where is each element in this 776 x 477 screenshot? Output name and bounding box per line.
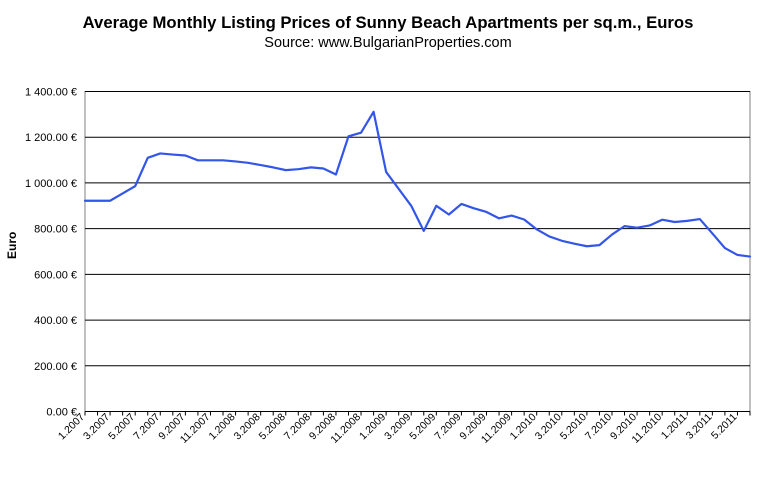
- svg-text:1 400.00 €: 1 400.00 €: [25, 87, 77, 99]
- svg-text:3.2009: 3.2009: [382, 411, 413, 442]
- svg-text:7.2010: 7.2010: [583, 411, 614, 442]
- svg-text:7.2009: 7.2009: [432, 411, 463, 442]
- svg-text:3.2007: 3.2007: [81, 411, 112, 442]
- svg-text:5.2009: 5.2009: [407, 411, 438, 442]
- svg-text:3.2008: 3.2008: [232, 411, 263, 442]
- svg-text:5.2011: 5.2011: [709, 411, 740, 442]
- svg-text:1 000.00 €: 1 000.00 €: [25, 178, 77, 190]
- svg-text:200.00 €: 200.00 €: [34, 361, 77, 373]
- svg-text:5.2007: 5.2007: [106, 411, 137, 442]
- svg-text:7.2007: 7.2007: [131, 411, 162, 442]
- svg-text:3.2011: 3.2011: [684, 411, 715, 442]
- svg-text:1.2008: 1.2008: [206, 411, 237, 442]
- svg-text:800.00 €: 800.00 €: [34, 224, 77, 236]
- svg-text:3.2010: 3.2010: [533, 411, 564, 442]
- svg-text:5.2008: 5.2008: [257, 411, 288, 442]
- svg-text:1.2010: 1.2010: [508, 411, 539, 442]
- svg-text:400.00 €: 400.00 €: [34, 315, 77, 327]
- svg-text:1 200.00 €: 1 200.00 €: [25, 132, 77, 144]
- svg-text:7.2008: 7.2008: [282, 411, 313, 442]
- svg-text:5.2010: 5.2010: [558, 411, 589, 442]
- svg-text:1.2009: 1.2009: [357, 411, 388, 442]
- svg-text:1.2011: 1.2011: [659, 411, 690, 442]
- svg-text:600.00 €: 600.00 €: [34, 269, 77, 281]
